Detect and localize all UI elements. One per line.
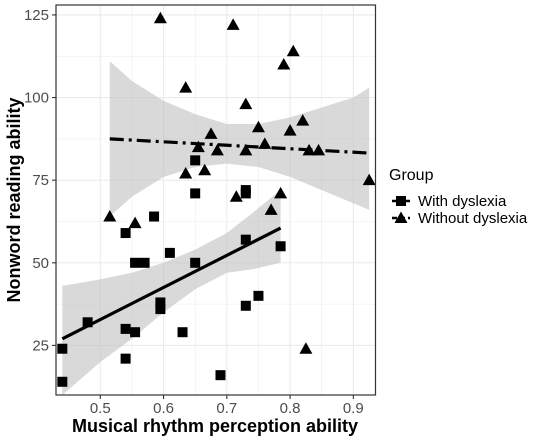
data-point-triangle	[302, 143, 316, 156]
data-point-triangle	[179, 81, 193, 93]
data-point-square	[215, 370, 226, 381]
y-tick-label: 25	[32, 337, 49, 354]
data-point-square	[240, 234, 251, 245]
data-point-square	[139, 257, 150, 268]
x-tick-label: 0.9	[343, 400, 364, 417]
y-tick-label: 100	[24, 90, 49, 107]
data-point-square	[190, 257, 201, 268]
x-tick-label: 0.6	[153, 400, 174, 417]
y-axis-title: Nonword reading ability	[4, 97, 24, 302]
data-point-triangle	[296, 114, 310, 126]
data-point-square	[190, 188, 201, 199]
data-point-square	[155, 304, 166, 315]
data-point-triangle	[299, 342, 313, 354]
data-point-square	[57, 376, 68, 387]
data-point-triangle	[239, 97, 253, 110]
panel-border	[55, 4, 377, 396]
data-point-triangle	[312, 143, 326, 156]
x-tick-label: 0.8	[280, 400, 301, 417]
data-point-triangle	[283, 124, 297, 136]
data-point-square	[57, 343, 68, 354]
data-point-square	[155, 297, 166, 308]
fit-line-square	[61, 226, 282, 341]
data-point-triangle	[204, 127, 218, 139]
data-point-square	[82, 317, 93, 328]
data-point-triangle	[239, 143, 253, 156]
data-point-triangle	[226, 18, 240, 30]
data-point-square	[190, 155, 201, 166]
data-point-square	[130, 327, 141, 338]
data-point-square	[130, 257, 141, 268]
legend-title: Group	[389, 167, 434, 184]
data-point-triangle	[153, 11, 167, 24]
y-tick-label: 125	[24, 7, 49, 24]
x-tick-label: 0.7	[216, 400, 237, 417]
data-point-triangle	[264, 203, 278, 215]
data-point-square	[149, 211, 160, 222]
data-point-triangle	[229, 190, 243, 202]
axis-ticks: 0.5 0.6 0.7 0.8 0.9 25 50 75 100 125	[24, 7, 364, 417]
confidence-ribbons	[62, 61, 370, 395]
data-point-square	[240, 188, 251, 199]
data-point-square	[120, 228, 131, 239]
x-axis-title: Musical rhythm perception ability	[72, 416, 358, 436]
data-point-square	[275, 241, 286, 252]
data-point-triangle	[258, 137, 272, 149]
data-point-square	[240, 300, 251, 311]
fit-lines	[61, 137, 370, 341]
legend-label: Without dyslexia	[418, 210, 528, 227]
data-point-triangle	[274, 186, 288, 199]
data-point-triangle	[103, 210, 117, 222]
data-point-triangle	[191, 140, 205, 153]
x-tick-label: 0.5	[90, 400, 111, 417]
data-point-square	[120, 353, 131, 364]
data-point-triangle	[128, 216, 142, 229]
legend-key-square-icon	[396, 196, 406, 206]
data-points	[57, 11, 376, 387]
data-point-triangle	[251, 120, 265, 133]
data-point-square	[177, 327, 188, 338]
data-point-triangle	[210, 143, 224, 156]
confidence-ribbon-triangle	[109, 61, 370, 217]
data-point-square	[164, 247, 175, 258]
data-point-triangle	[179, 167, 193, 179]
y-tick-label: 75	[32, 172, 49, 189]
legend-key-triangle-icon	[394, 211, 408, 223]
data-point-triangle	[277, 57, 291, 70]
data-point-triangle	[198, 163, 212, 176]
data-point-square	[120, 323, 131, 334]
fit-line-triangle	[109, 137, 370, 155]
data-point-square	[253, 290, 264, 301]
legend-label: With dyslexia	[418, 193, 507, 210]
data-point-triangle	[362, 173, 376, 186]
y-tick-label: 50	[32, 255, 49, 272]
data-point-triangle	[286, 44, 300, 57]
confidence-ribbon-square	[62, 190, 281, 395]
